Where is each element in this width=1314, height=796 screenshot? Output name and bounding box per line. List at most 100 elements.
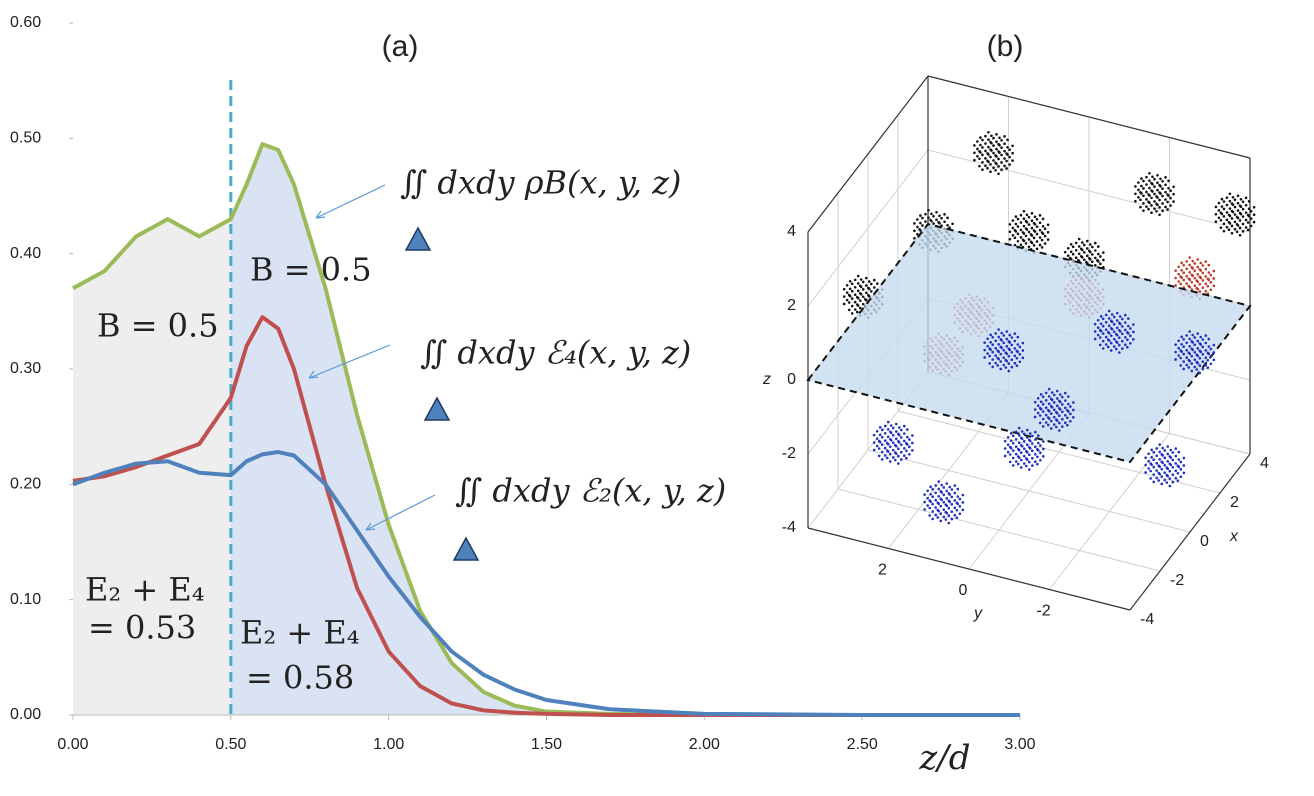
dot <box>1166 460 1170 463</box>
dot <box>1003 454 1007 458</box>
dot <box>1149 477 1152 480</box>
dot <box>1212 351 1216 354</box>
dot <box>1239 212 1243 216</box>
dot <box>1156 203 1159 207</box>
dot <box>1225 225 1229 229</box>
dot <box>1005 337 1009 341</box>
dot <box>1028 460 1031 464</box>
dot <box>1169 189 1172 192</box>
dot <box>1058 400 1062 404</box>
dot <box>976 140 979 143</box>
dot <box>1104 343 1108 346</box>
dot <box>1022 432 1026 436</box>
dot <box>1204 356 1208 360</box>
dot <box>997 328 1000 331</box>
dot <box>923 500 926 504</box>
dot <box>1003 135 1006 138</box>
dot <box>1180 335 1183 339</box>
dot <box>848 287 852 291</box>
dot <box>1179 475 1183 479</box>
dot <box>1061 410 1064 414</box>
dot <box>1019 458 1023 462</box>
dot <box>1142 194 1145 198</box>
dot <box>931 495 934 499</box>
dot <box>1199 261 1203 265</box>
dot <box>1174 276 1177 280</box>
dot <box>1204 260 1208 263</box>
dot <box>1142 187 1145 190</box>
dot <box>939 504 943 508</box>
dot <box>1157 479 1161 482</box>
dot <box>1222 207 1226 211</box>
dot <box>1191 267 1194 270</box>
dot <box>850 297 854 300</box>
dot <box>1161 454 1164 457</box>
dot <box>934 498 937 502</box>
dot <box>1161 202 1164 205</box>
dot <box>1000 346 1003 350</box>
dot <box>923 493 926 496</box>
dot <box>1000 153 1003 157</box>
dot <box>886 442 890 446</box>
dot <box>1191 274 1194 278</box>
dot <box>894 452 898 455</box>
dot <box>961 493 965 497</box>
dot <box>853 308 857 311</box>
dot <box>1069 412 1072 416</box>
dot <box>1034 430 1037 434</box>
dot <box>1085 247 1089 250</box>
dot <box>878 426 882 429</box>
dot <box>978 164 981 168</box>
dot <box>1201 345 1205 349</box>
dot <box>1158 465 1161 469</box>
dot <box>991 336 994 339</box>
dot <box>847 308 851 312</box>
dot <box>1011 234 1015 237</box>
dot <box>894 422 898 426</box>
dot <box>905 456 908 460</box>
dot <box>1041 417 1045 421</box>
dot <box>1115 311 1119 315</box>
dot <box>891 426 895 430</box>
dot <box>1025 436 1029 439</box>
dot <box>1088 250 1092 254</box>
dot <box>897 433 901 437</box>
dot <box>930 212 933 216</box>
dot <box>1190 280 1194 284</box>
dot <box>1034 453 1037 456</box>
dot <box>859 278 863 281</box>
dot <box>1196 361 1200 365</box>
dot <box>1121 317 1124 321</box>
dot <box>1147 467 1150 470</box>
dot <box>1014 222 1018 226</box>
dot <box>897 441 901 444</box>
dot <box>942 508 946 511</box>
dot <box>1037 434 1040 437</box>
dot <box>1077 237 1081 241</box>
dot <box>942 486 946 489</box>
dot <box>1049 419 1053 423</box>
dot <box>1016 350 1020 354</box>
dot <box>989 333 992 337</box>
dot <box>999 360 1003 363</box>
dot <box>1246 228 1250 232</box>
dot <box>1013 361 1017 365</box>
dot <box>842 302 846 306</box>
dot <box>1231 203 1235 206</box>
dot <box>1005 359 1009 363</box>
dot <box>976 155 979 158</box>
dot <box>1013 236 1017 240</box>
box-edge <box>807 527 1131 611</box>
dot <box>1252 206 1256 209</box>
dot <box>1041 232 1045 235</box>
dot <box>945 489 949 493</box>
dot <box>1022 454 1026 458</box>
dot <box>995 155 998 158</box>
dot <box>1180 261 1183 265</box>
dot <box>973 144 976 147</box>
dot <box>1201 264 1205 267</box>
dot <box>1003 149 1006 153</box>
dot <box>987 160 990 164</box>
dot <box>1020 445 1024 448</box>
dot <box>1038 236 1042 239</box>
